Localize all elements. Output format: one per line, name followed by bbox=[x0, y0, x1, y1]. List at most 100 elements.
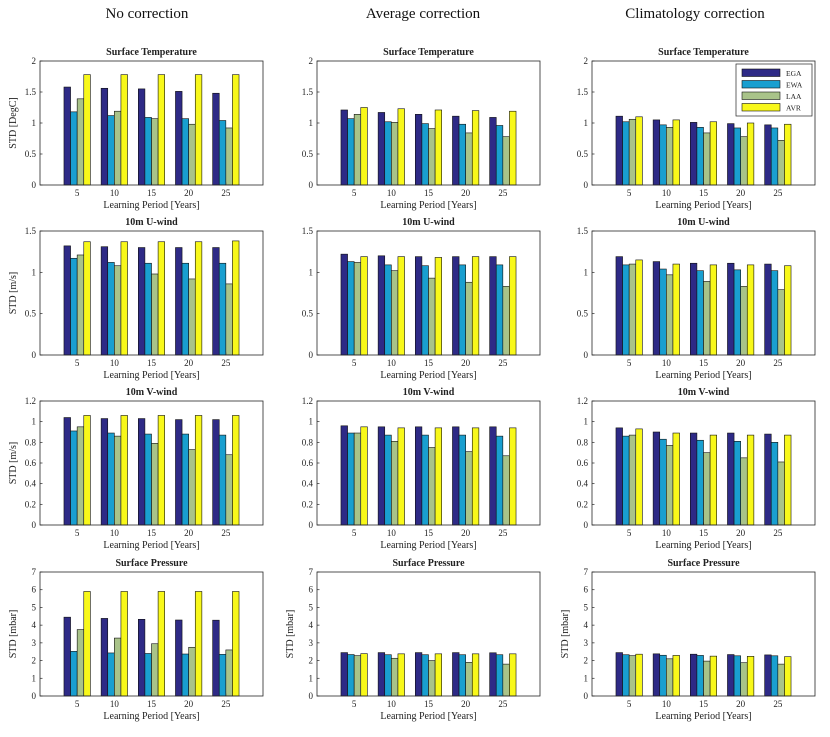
bar-laa-10 bbox=[114, 435, 122, 526]
bar-ewa-15 bbox=[421, 654, 429, 697]
bar-ega-15 bbox=[689, 653, 698, 697]
y-tick-label: 1.5 bbox=[25, 226, 37, 236]
x-tick-label: 10 bbox=[662, 358, 672, 368]
bar-laa-5 bbox=[628, 118, 637, 186]
x-tick-label: 5 bbox=[75, 188, 80, 198]
y-tick-label: 1 bbox=[309, 118, 314, 128]
chart-panel-p31: Surface Pressure 5 10 15 20 25 0 1 2 3 4 5 6 7 Learnin… bbox=[285, 558, 541, 722]
bar-avr-15 bbox=[157, 74, 166, 186]
y-tick-label: 1.5 bbox=[302, 87, 314, 97]
bar-ega-20 bbox=[175, 419, 183, 526]
bar-avr-20 bbox=[194, 415, 203, 526]
bar-laa-20 bbox=[740, 136, 748, 186]
bar-ega-20 bbox=[452, 115, 460, 186]
bar-ega-25 bbox=[212, 247, 220, 356]
y-tick-label: 0.2 bbox=[302, 499, 313, 509]
bar-ewa-10 bbox=[107, 432, 115, 526]
bar-laa-20 bbox=[465, 132, 473, 186]
y-tick-label: 6 bbox=[584, 585, 589, 595]
axes-box bbox=[316, 230, 541, 356]
bar-ewa-5 bbox=[622, 654, 630, 697]
y-tick-label: 2 bbox=[584, 56, 589, 66]
bar-laa-5 bbox=[353, 655, 362, 697]
bar-laa-5 bbox=[76, 254, 85, 356]
bar-avr-15 bbox=[434, 427, 443, 526]
bar-avr-10 bbox=[397, 108, 405, 186]
x-tick-label: 5 bbox=[75, 358, 80, 368]
y-tick-label: 7 bbox=[309, 567, 314, 577]
bar-ega-25 bbox=[212, 419, 220, 526]
bar-ewa-15 bbox=[144, 117, 152, 186]
legend-label-avr: AVR bbox=[786, 104, 801, 113]
x-axis-label: Learning Period [Years] bbox=[655, 370, 751, 381]
x-tick-label: 10 bbox=[662, 699, 672, 709]
bar-avr-5 bbox=[83, 415, 91, 526]
bar-laa-10 bbox=[391, 440, 399, 526]
y-tick-label: 2 bbox=[584, 656, 589, 666]
bar-ega-20 bbox=[727, 432, 735, 526]
panel-title: 10m V-wind bbox=[678, 387, 730, 398]
bar-avr-10 bbox=[397, 427, 405, 526]
bar-ega-25 bbox=[764, 263, 772, 356]
y-tick-label: 2 bbox=[32, 656, 37, 666]
bar-laa-10 bbox=[114, 110, 122, 186]
bar-avr-5 bbox=[635, 259, 643, 356]
x-tick-label: 20 bbox=[736, 528, 746, 538]
x-tick-label: 15 bbox=[147, 188, 157, 198]
bar-ewa-20 bbox=[733, 655, 741, 697]
bar-ega-5 bbox=[340, 652, 348, 697]
bar-laa-25 bbox=[502, 286, 510, 356]
x-tick-label: 5 bbox=[627, 358, 632, 368]
y-tick-label: 0.8 bbox=[25, 437, 37, 447]
x-tick-label: 15 bbox=[424, 188, 434, 198]
y-tick-label: 0 bbox=[584, 691, 589, 701]
x-tick-label: 5 bbox=[352, 528, 357, 538]
y-tick-label: 0.8 bbox=[577, 437, 589, 447]
axes-box bbox=[591, 400, 816, 526]
legend-label-ega: EGA bbox=[786, 69, 802, 78]
bar-laa-10 bbox=[391, 657, 399, 697]
bar-ega-10 bbox=[100, 246, 109, 356]
y-tick-label: 4 bbox=[32, 620, 37, 630]
chart-panel-p22: 10m V-wind 5 10 15 20 25 0 0.2 0.4 0.6 0.8 1 1.2 Lear… bbox=[577, 387, 816, 551]
x-tick-label: 10 bbox=[387, 188, 397, 198]
bar-ega-15 bbox=[414, 256, 423, 356]
panel-title: Surface Temperature bbox=[383, 47, 474, 58]
panel-title: Surface Pressure bbox=[392, 558, 465, 569]
bar-ewa-5 bbox=[622, 435, 630, 526]
bar-avr-25 bbox=[509, 110, 517, 186]
bar-ewa-25 bbox=[770, 442, 779, 526]
bar-laa-10 bbox=[114, 265, 122, 356]
x-tick-label: 25 bbox=[498, 358, 508, 368]
bar-ewa-20 bbox=[733, 440, 741, 526]
bar-ewa-10 bbox=[384, 121, 392, 186]
bar-ewa-15 bbox=[421, 265, 429, 356]
chart-panel-p21: 10m V-wind 5 10 15 20 25 0 0.2 0.4 0.6 0.8 1 1.2 Lear… bbox=[302, 387, 541, 551]
x-axis-label: Learning Period [Years] bbox=[655, 540, 751, 551]
legend-swatch-ewa bbox=[741, 80, 781, 89]
y-tick-label: 0 bbox=[32, 691, 37, 701]
x-tick-label: 5 bbox=[352, 358, 357, 368]
x-tick-label: 25 bbox=[221, 699, 231, 709]
bar-avr-25 bbox=[232, 591, 240, 697]
bar-ega-10 bbox=[100, 618, 109, 697]
y-tick-label: 0.5 bbox=[577, 309, 589, 319]
bar-ewa-20 bbox=[181, 653, 189, 697]
y-tick-label: 0 bbox=[32, 520, 37, 530]
y-tick-label: 4 bbox=[584, 620, 589, 630]
y-tick-label: 5 bbox=[309, 602, 314, 612]
bar-ewa-15 bbox=[144, 433, 152, 526]
bar-ega-15 bbox=[414, 652, 423, 697]
x-tick-label: 5 bbox=[627, 699, 632, 709]
bar-laa-5 bbox=[353, 262, 362, 356]
axes-box bbox=[316, 60, 541, 186]
bar-ega-25 bbox=[489, 256, 497, 356]
bar-ewa-25 bbox=[770, 127, 779, 186]
bar-ega-25 bbox=[212, 92, 220, 186]
bar-ega-25 bbox=[764, 654, 772, 697]
bar-ewa-5 bbox=[70, 430, 78, 526]
bar-ega-5 bbox=[340, 425, 348, 526]
y-tick-label: 0.2 bbox=[25, 499, 36, 509]
bar-avr-10 bbox=[120, 415, 128, 526]
y-tick-label: 0.2 bbox=[577, 499, 588, 509]
